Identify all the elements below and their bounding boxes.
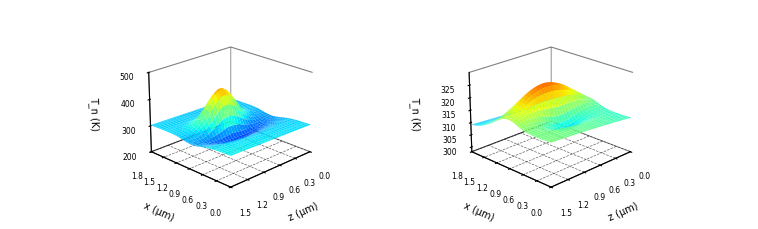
X-axis label: z (μm): z (μm) — [607, 200, 640, 222]
Y-axis label: x (μm): x (μm) — [462, 200, 496, 222]
Y-axis label: x (μm): x (μm) — [142, 200, 175, 222]
X-axis label: z (μm): z (μm) — [287, 200, 319, 222]
